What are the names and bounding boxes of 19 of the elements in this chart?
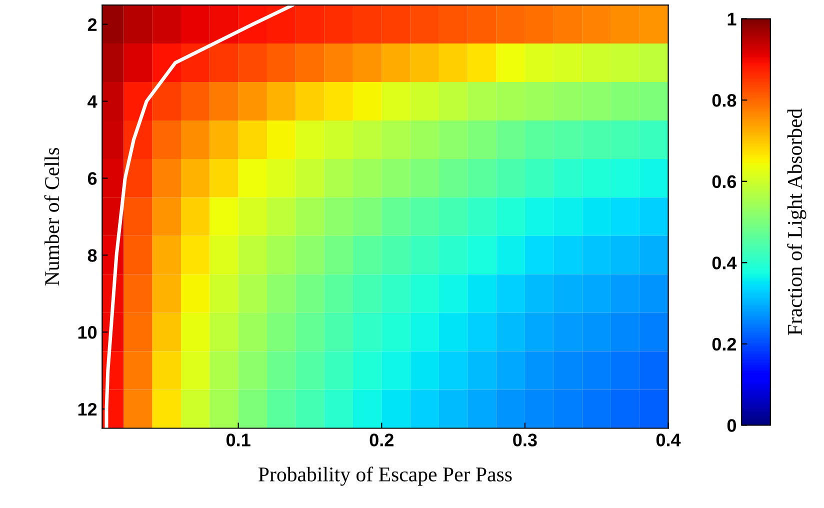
y-tick-label: 6 — [88, 172, 97, 185]
color-bar-label: 0.8 — [712, 94, 736, 107]
x-tick-label: 0.2 — [370, 434, 394, 446]
x-tick-label: 0.3 — [513, 434, 537, 446]
color-bar-label: 0.4 — [712, 256, 737, 270]
color-bar-label: 1 — [728, 12, 736, 26]
color-bar-label: 0.2 — [712, 338, 736, 351]
x-axis-title: Probability of Escape Per Pass — [258, 466, 512, 486]
color-bar-label: 0.6 — [712, 175, 736, 188]
x-tick-label: 0.4 — [656, 434, 681, 446]
y-axis-title: Number of Cells — [44, 148, 60, 286]
color-bar-label: 0 — [727, 419, 736, 432]
y-tick-label: 4 — [88, 95, 98, 108]
y-tick-label: 12 — [78, 402, 97, 416]
x-tick-label: 0.1 — [226, 434, 250, 446]
color-bar-title: Fraction of Light Absorbed — [787, 108, 806, 336]
y-tick-label: 2 — [88, 18, 97, 31]
y-tick-label: 10 — [78, 326, 97, 339]
y-tick-label: 8 — [88, 249, 97, 262]
